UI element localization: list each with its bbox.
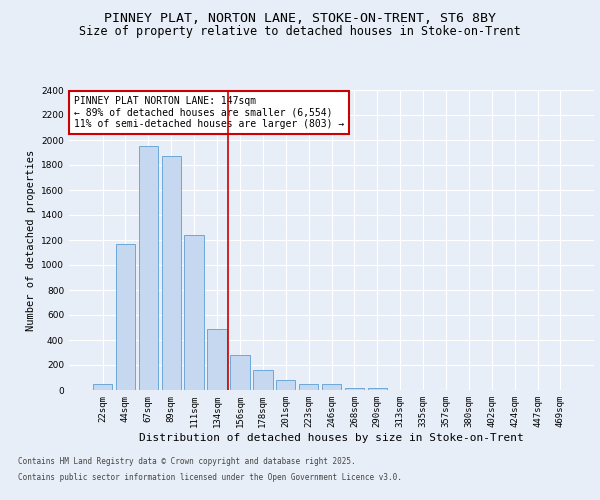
Text: Contains HM Land Registry data © Crown copyright and database right 2025.: Contains HM Land Registry data © Crown c…	[18, 458, 356, 466]
Text: Size of property relative to detached houses in Stoke-on-Trent: Size of property relative to detached ho…	[79, 25, 521, 38]
Bar	[184, 235, 204, 390]
Bar	[208, 329, 227, 390]
Bar	[116, 244, 135, 390]
Bar	[253, 370, 272, 390]
Bar	[322, 384, 341, 390]
Text: PINNEY PLAT, NORTON LANE, STOKE-ON-TRENT, ST6 8BY: PINNEY PLAT, NORTON LANE, STOKE-ON-TRENT…	[104, 12, 496, 26]
Bar	[93, 384, 112, 390]
Bar	[230, 355, 250, 390]
Bar	[139, 146, 158, 390]
Bar	[344, 388, 364, 390]
Bar	[276, 380, 295, 390]
Y-axis label: Number of detached properties: Number of detached properties	[26, 150, 35, 330]
Text: Contains public sector information licensed under the Open Government Licence v3: Contains public sector information licen…	[18, 472, 402, 482]
Bar	[161, 156, 181, 390]
Bar	[299, 384, 319, 390]
Text: PINNEY PLAT NORTON LANE: 147sqm
← 89% of detached houses are smaller (6,554)
11%: PINNEY PLAT NORTON LANE: 147sqm ← 89% of…	[74, 96, 344, 129]
X-axis label: Distribution of detached houses by size in Stoke-on-Trent: Distribution of detached houses by size …	[139, 432, 524, 442]
Bar	[368, 388, 387, 390]
